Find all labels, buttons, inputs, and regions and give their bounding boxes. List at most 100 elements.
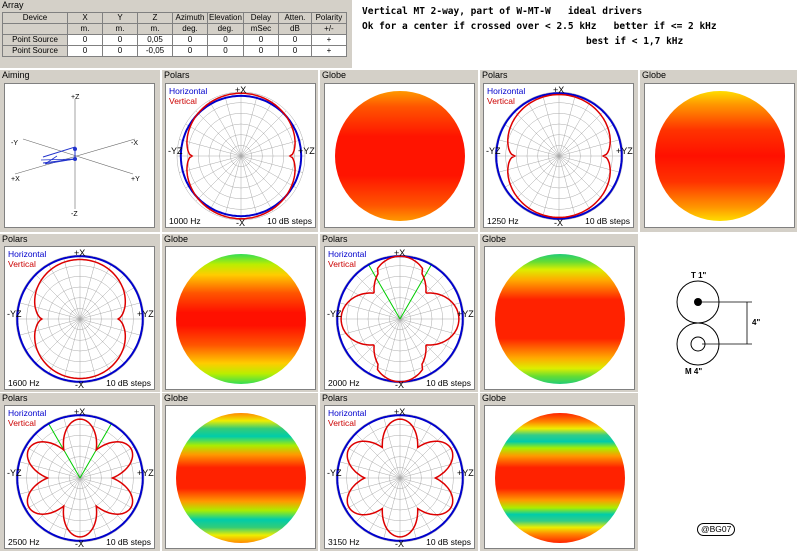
grid-spoke (240, 155, 258, 218)
unit-cell: dB (277, 23, 312, 35)
atten-cell[interactable]: 0 (277, 45, 312, 57)
grid-spoke (503, 123, 560, 157)
col-header-y[interactable]: Y (102, 12, 138, 24)
grid-spoke (18, 302, 81, 320)
axis-label-myz: -YZ (7, 468, 22, 478)
grid-spoke (558, 155, 605, 202)
polars-title: Polars (164, 70, 190, 80)
grid-spoke (224, 94, 242, 157)
info-line-1: Vertical MT 2-way, part of W-MT-W ideal … (362, 6, 643, 17)
polar-plot-1600[interactable]: Horizontal Vertical +X -X -YZ +YZ 1600 H… (4, 246, 155, 390)
grid-spoke (338, 318, 401, 336)
azimuth-cell[interactable]: 0 (172, 34, 208, 46)
delay-cell[interactable]: 0 (242, 45, 279, 57)
grid-spoke (79, 286, 136, 320)
polarity-cell[interactable]: + (310, 45, 347, 57)
grid-spoke (399, 477, 433, 534)
elevation-cell[interactable]: 0 (207, 45, 244, 57)
grid-spoke (558, 155, 615, 189)
col-header-z[interactable]: Z (137, 12, 173, 24)
grid-spoke (399, 477, 456, 511)
grid-spoke (354, 432, 401, 479)
globe-sphere (335, 91, 465, 221)
grid-spoke (558, 94, 576, 157)
legend-horizontal: Horizontal (8, 408, 47, 418)
frequency-label: 1000 Hz (169, 216, 201, 226)
grid-spoke (513, 155, 560, 202)
polar-plot-2000[interactable]: Horizontal Vertical +X -X -YZ +YZ 2000 H… (324, 246, 475, 390)
grid-spoke (399, 286, 456, 320)
axis-label-mx: -X (236, 218, 245, 228)
steps-label: 10 dB steps (106, 537, 151, 547)
legend-vertical: Vertical (8, 418, 36, 428)
globe-view-3150[interactable] (484, 405, 635, 549)
globe-sphere (176, 413, 306, 543)
grid-spoke (34, 477, 81, 524)
azimuth-cell[interactable]: 0 (172, 45, 208, 57)
source-2-arrow (40, 155, 76, 165)
legend-vertical: Vertical (328, 418, 356, 428)
grid-spoke (79, 257, 97, 320)
col-header-elevation[interactable]: Elevation (207, 12, 244, 24)
null-line (367, 263, 401, 320)
axis-label-px: +X (553, 85, 565, 95)
globe-view-2000[interactable] (484, 246, 635, 390)
grid-spoke (344, 318, 401, 352)
legend-horizontal: Horizontal (328, 408, 367, 418)
vertical-response-curve (33, 258, 127, 380)
globe-view-1600[interactable] (165, 246, 316, 390)
col-header-device[interactable]: Device (2, 12, 68, 24)
col-header-atten[interactable]: Atten. (277, 12, 312, 24)
grid-spoke (79, 318, 113, 375)
grid-spoke (240, 155, 297, 189)
grid-spoke (240, 94, 258, 157)
array-title: Array (2, 0, 24, 10)
axis-label-px: +X (11, 176, 20, 183)
polar-plot-1000[interactable]: Horizontal Vertical +X -X -YZ +YZ 1000 H… (165, 83, 316, 228)
polar-plot-1250[interactable]: Horizontal Vertical +X -X -YZ +YZ 1250 H… (483, 83, 634, 228)
x-cell[interactable]: 0 (67, 34, 103, 46)
grid-spoke (399, 477, 462, 495)
elevation-cell[interactable]: 0 (207, 34, 244, 46)
unit-cell: m. (102, 23, 138, 35)
x-axis-line (22, 138, 134, 175)
y-cell[interactable]: 0 (102, 34, 138, 46)
polar-plot-3150[interactable]: Horizontal Vertical +X -X -YZ +YZ 3150 H… (324, 405, 475, 549)
axis-label-mz: -Z (71, 211, 78, 218)
info-notes: Vertical MT 2-way, part of W-MT-W ideal … (362, 4, 792, 49)
col-header-polarity[interactable]: Polarity (310, 12, 347, 24)
col-header-x[interactable]: X (67, 12, 103, 24)
globe-view-1000[interactable] (324, 83, 475, 228)
grid-spoke (383, 477, 401, 540)
globe-svg (655, 91, 785, 221)
info-line-3: best if < 1,7 kHz (586, 36, 684, 47)
grid-spoke (354, 477, 401, 524)
horizontal-response-curve (16, 255, 144, 383)
delay-cell[interactable]: 0 (242, 34, 279, 46)
col-header-delay[interactable]: Delay (242, 12, 279, 24)
unit-cell: m. (67, 23, 103, 35)
z-cell[interactable]: 0,05 (137, 34, 173, 46)
grid-spoke (63, 477, 81, 540)
globe-title: Globe (164, 393, 189, 403)
col-header-azimuth[interactable]: Azimuth (172, 12, 208, 24)
x-cell[interactable]: 0 (67, 45, 103, 57)
axis-label-mx: -X (131, 140, 138, 147)
grid-spoke (240, 139, 303, 157)
grid-spoke (63, 416, 81, 479)
grid-spoke (399, 318, 417, 381)
atten-cell[interactable]: 0 (277, 34, 312, 46)
vertical-response-curve (346, 418, 454, 538)
grid-spoke (24, 286, 81, 320)
z-cell[interactable]: -0,05 (137, 45, 173, 57)
y-cell[interactable]: 0 (102, 45, 138, 57)
device-cell[interactable]: Point Source (2, 34, 68, 46)
globe-view-2500[interactable] (165, 405, 316, 549)
aiming-view[interactable]: +Z -Z -Y +Y -X +X (4, 83, 155, 228)
device-cell[interactable]: Point Source (2, 45, 68, 57)
globe-view-1250[interactable] (644, 83, 795, 228)
array-table: Device X Y Z Azimuth Elevation Delay Att… (2, 12, 347, 57)
polarity-cell[interactable]: + (310, 34, 347, 46)
polar-plot-2500[interactable]: Horizontal Vertical +X -X -YZ +YZ 2500 H… (4, 405, 155, 549)
grid-spoke (79, 477, 97, 540)
